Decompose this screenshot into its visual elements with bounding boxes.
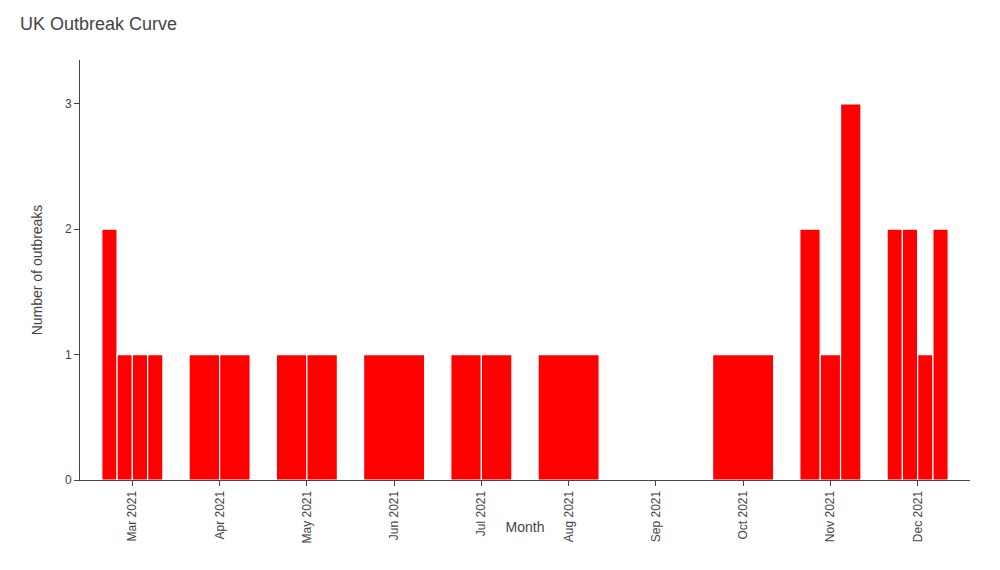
svg-text:May 2021: May 2021 xyxy=(300,490,314,543)
svg-text:Sep 2021: Sep 2021 xyxy=(649,490,663,542)
svg-text:Jul 2021: Jul 2021 xyxy=(474,490,488,536)
svg-text:UK Outbreak Curve: UK Outbreak Curve xyxy=(20,14,177,34)
svg-text:Jun 2021: Jun 2021 xyxy=(387,490,401,540)
svg-text:Aug 2021: Aug 2021 xyxy=(562,490,576,542)
svg-text:Dec 2021: Dec 2021 xyxy=(911,490,925,542)
svg-text:3: 3 xyxy=(65,97,72,111)
svg-text:2: 2 xyxy=(65,222,72,236)
svg-text:Apr 2021: Apr 2021 xyxy=(213,490,227,539)
svg-text:Nov 2021: Nov 2021 xyxy=(823,490,837,542)
svg-text:1: 1 xyxy=(65,348,72,362)
svg-text:0: 0 xyxy=(65,473,72,487)
svg-text:Mar 2021: Mar 2021 xyxy=(125,490,139,541)
svg-text:Number of outbreaks: Number of outbreaks xyxy=(29,205,45,336)
svg-text:Month: Month xyxy=(506,519,545,535)
svg-text:Oct 2021: Oct 2021 xyxy=(736,490,750,539)
